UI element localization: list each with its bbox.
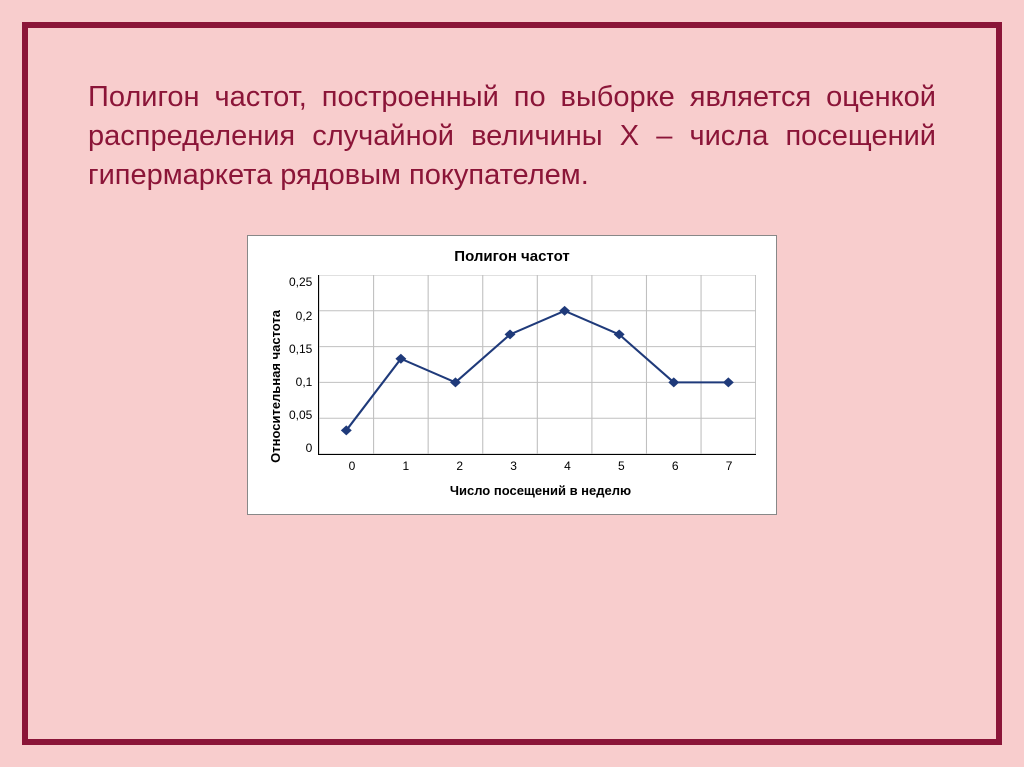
x-tick-label: 2 [433, 459, 487, 473]
x-tick-label: 1 [379, 459, 433, 473]
x-tick-label: 6 [648, 459, 702, 473]
x-tick-label: 7 [702, 459, 756, 473]
y-axis-label: Относительная частота [268, 310, 283, 463]
x-axis-label: Число посещений в неделю [325, 483, 756, 498]
y-tick-label: 0,15 [289, 342, 312, 356]
chart-title: Полигон частот [268, 248, 756, 265]
x-tick-label: 0 [325, 459, 379, 473]
frequency-polygon-chart: Полигон частот Относительная частота 0,2… [247, 235, 777, 515]
x-tick-label: 3 [487, 459, 541, 473]
x-tick-label: 4 [541, 459, 595, 473]
y-tick-label: 0,2 [296, 309, 313, 323]
chart-body: Относительная частота 0,25 0,2 0,15 0,1 0,05… [268, 275, 756, 498]
y-tick-label: 0,05 [289, 408, 312, 422]
plot-wrapper: 0,250,20,150,10,050 01234567 Число посещ… [289, 275, 756, 498]
description-text: Полигон частот, построенный по выборке я… [88, 78, 936, 195]
x-tick-label: 5 [594, 459, 648, 473]
slide-frame: Полигон частот, построенный по выборке я… [22, 22, 1002, 745]
y-ticks: 0,25 0,2 0,15 0,1 0,05 0 [289, 275, 318, 455]
svg-plot [318, 275, 756, 455]
plot-area: 0,25 0,2 0,15 0,1 0,05 0 [289, 275, 756, 455]
y-tick-label: 0 [306, 441, 313, 455]
y-tick-label: 0,1 [296, 375, 313, 389]
chart-svg [319, 275, 756, 454]
x-ticks: 01234567 [325, 459, 756, 473]
y-tick-label: 0,25 [289, 275, 312, 289]
